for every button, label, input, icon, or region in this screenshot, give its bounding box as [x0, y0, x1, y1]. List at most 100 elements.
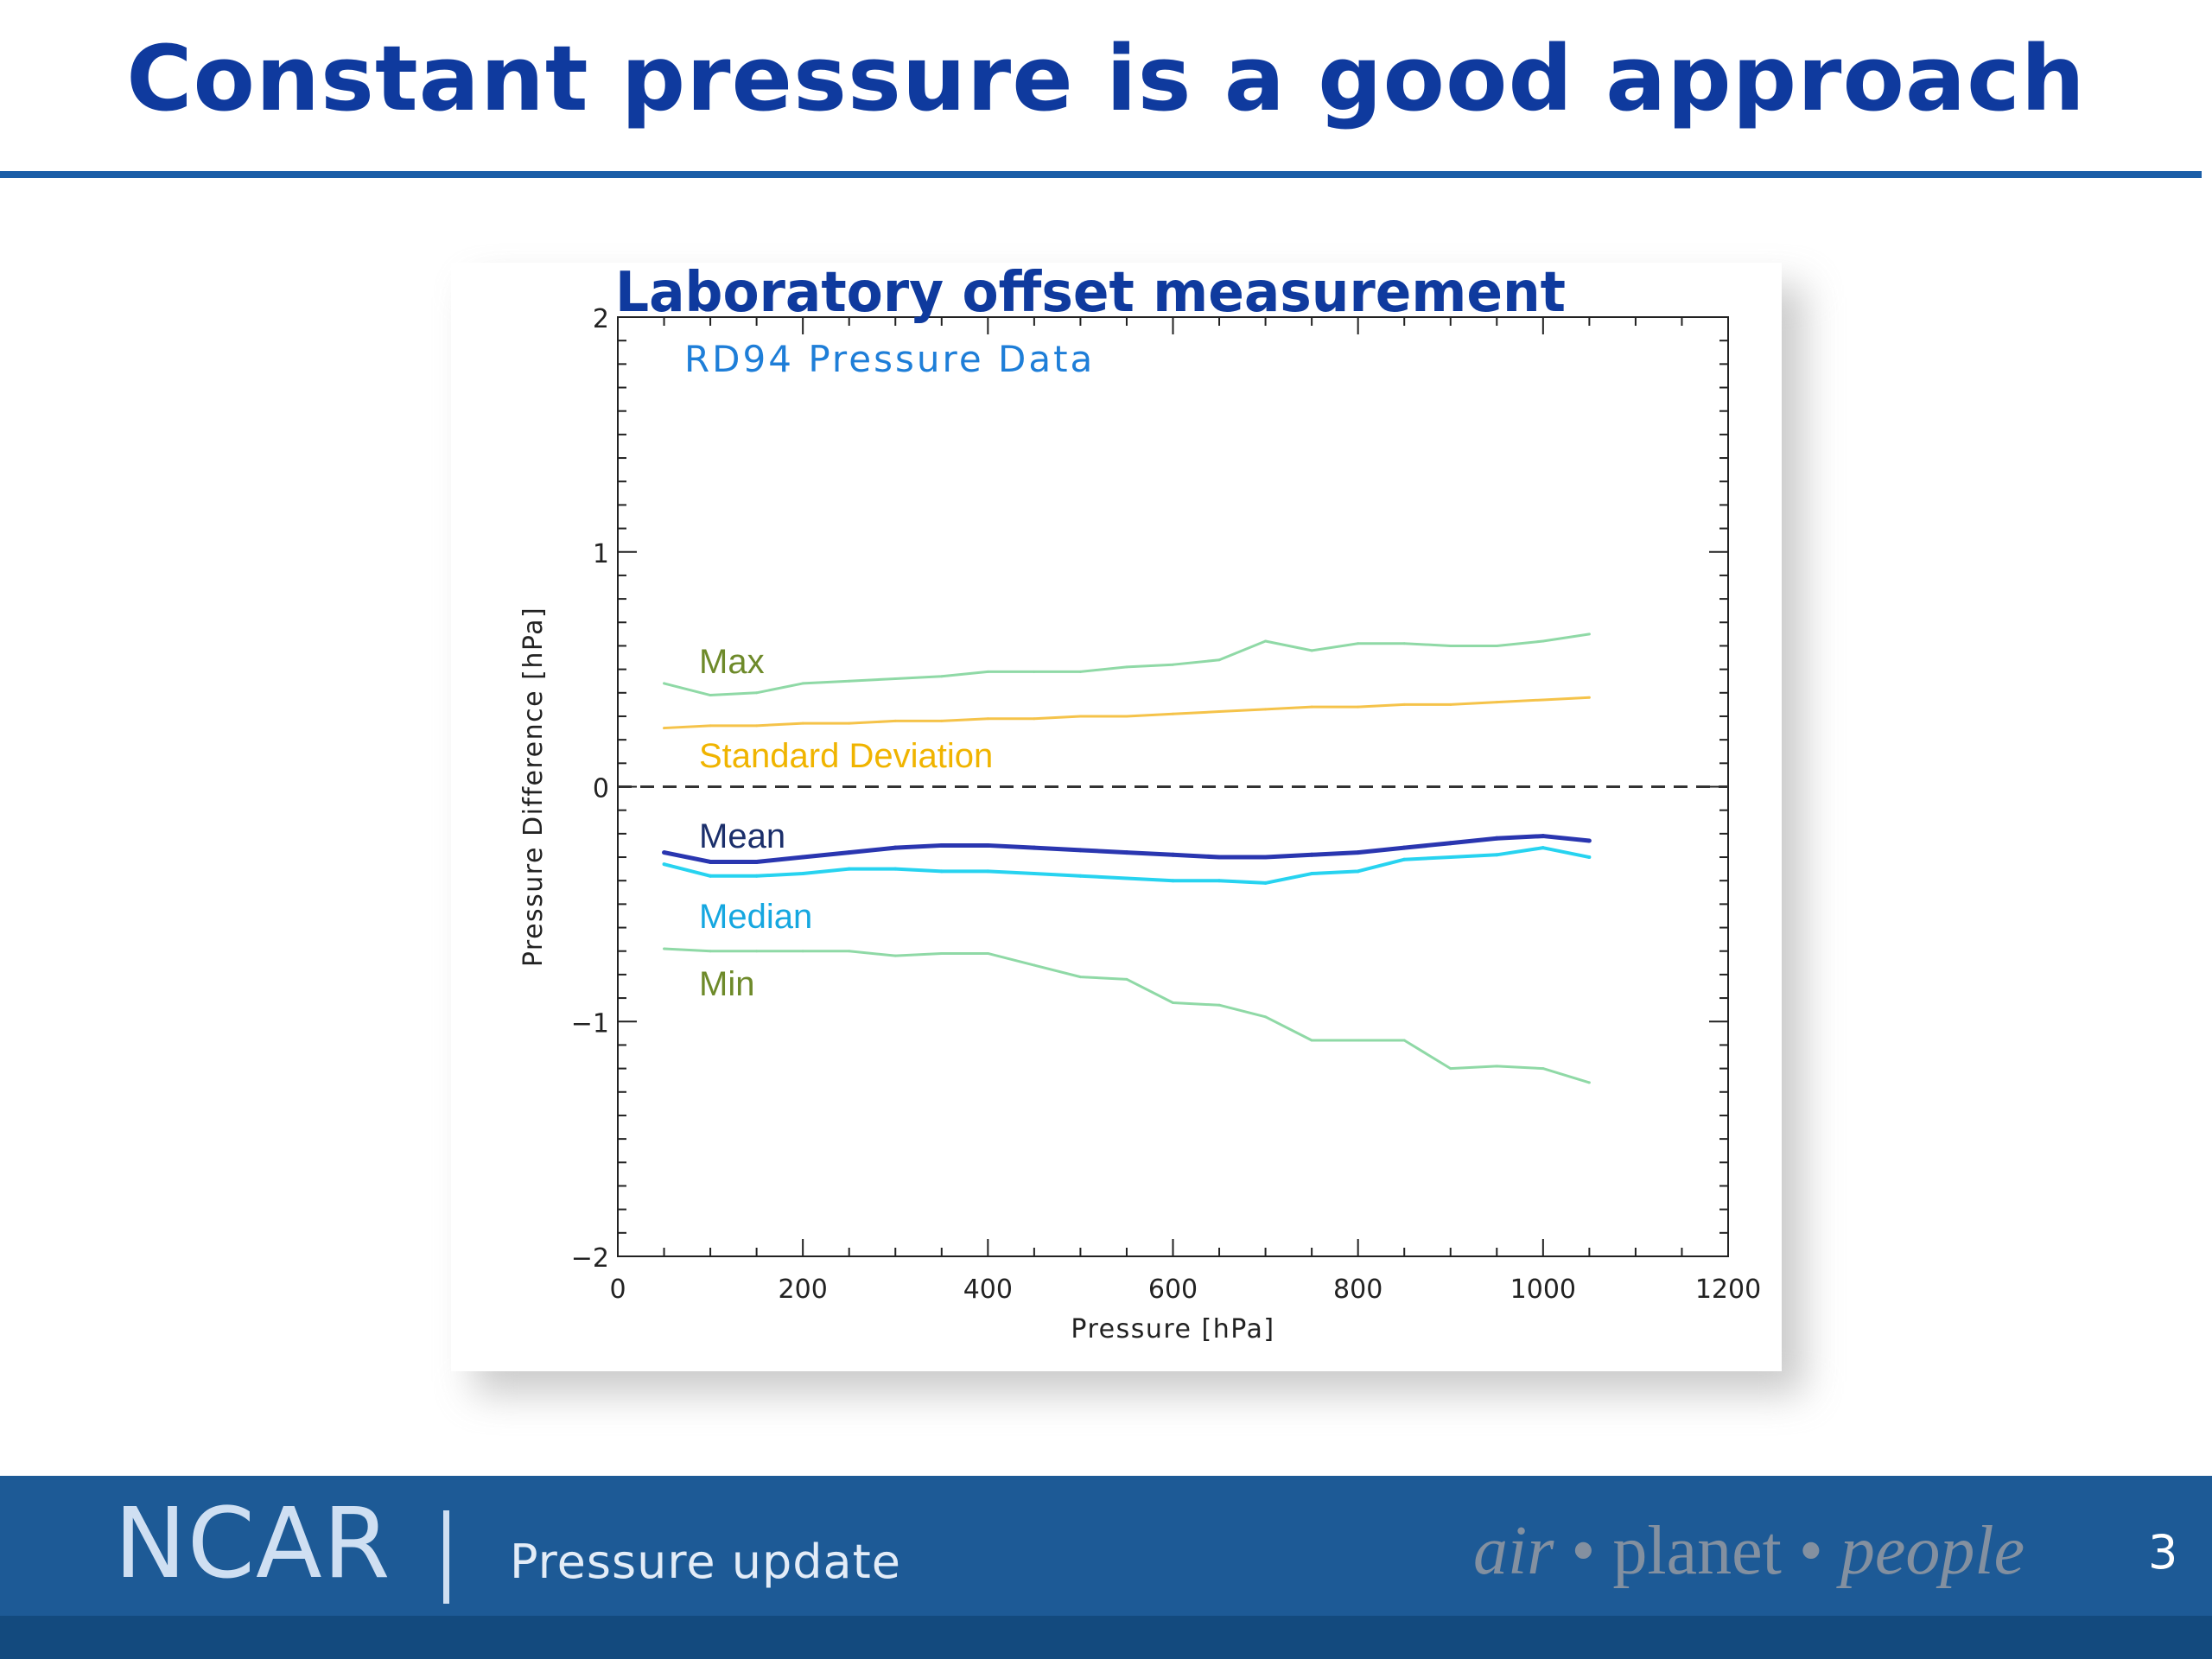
- series-label-mean: Mean: [699, 817, 785, 855]
- chart-figure: 0 200 400 600 800 1000 1200 −2 −1 0 1 2 Pressure [hP…: [451, 263, 1782, 1371]
- data-point-min: [1125, 977, 1128, 981]
- y-tick-label: 2: [593, 304, 609, 334]
- y-tick-label: −1: [571, 1008, 609, 1039]
- data-point-std: [1033, 717, 1036, 721]
- data-point-mean: [708, 859, 713, 864]
- data-point-max: [1310, 649, 1313, 652]
- data-point-mean: [847, 850, 852, 855]
- data-point-median: [1310, 872, 1314, 876]
- data-point-mean: [985, 842, 990, 848]
- data-point-min: [893, 954, 897, 957]
- data-point-mean: [1586, 838, 1592, 843]
- data-point-max: [1587, 632, 1591, 636]
- data-point-mean: [1077, 848, 1083, 853]
- chart-inner-title: RD94 Pressure Data: [684, 338, 1095, 380]
- data-point-std: [940, 719, 944, 722]
- y-tick-label: −2: [571, 1243, 609, 1274]
- data-point-max: [1402, 642, 1406, 645]
- data-point-median: [1171, 879, 1175, 883]
- data-point-max: [1078, 670, 1082, 673]
- data-point-max: [1217, 658, 1221, 662]
- data-point-std: [1357, 705, 1360, 709]
- series-line-min: [664, 947, 1590, 1084]
- data-point-mean: [1494, 836, 1499, 841]
- data-point-median: [662, 862, 666, 867]
- data-point-max: [1495, 644, 1498, 647]
- y-tick-label: 1: [593, 539, 609, 569]
- data-point-min: [1587, 1081, 1591, 1084]
- data-point-median: [939, 869, 944, 874]
- data-point-std: [1541, 698, 1545, 702]
- data-point-std: [1264, 708, 1268, 711]
- data-point-min: [755, 950, 759, 953]
- data-point-mean: [893, 845, 898, 850]
- slide-title: Constant pressure is a good approach: [126, 26, 2086, 131]
- series-line-max: [664, 632, 1590, 697]
- data-point-max: [848, 679, 851, 683]
- data-point-min: [663, 947, 666, 950]
- x-tick-label: 0: [609, 1274, 626, 1305]
- page-number: 3: [2148, 1525, 2178, 1580]
- x-tick-label: 200: [779, 1274, 828, 1305]
- data-point-mean: [1356, 850, 1361, 855]
- data-point-median: [801, 872, 805, 876]
- data-point-min: [1172, 1001, 1174, 1005]
- data-point-std: [663, 727, 666, 730]
- data-point-min: [986, 951, 989, 955]
- data-point-std: [986, 717, 989, 721]
- data-point-median: [1448, 855, 1452, 860]
- data-point-min: [1449, 1067, 1452, 1071]
- data-point-max: [1033, 670, 1036, 673]
- chart-svg: 0 200 400 600 800 1000 1200 −2 −1 0 1 2 Pressure [hP…: [518, 263, 1761, 1344]
- title-rule: [0, 171, 2202, 178]
- data-point-mean: [754, 859, 760, 864]
- data-point-median: [1032, 872, 1036, 876]
- footer-divider: [443, 1510, 449, 1604]
- data-point-mean: [800, 855, 805, 860]
- data-point-std: [1172, 712, 1174, 715]
- data-point-median: [1356, 869, 1360, 874]
- data-point-median: [893, 867, 898, 871]
- data-point-std: [1449, 702, 1452, 706]
- data-point-min: [1402, 1039, 1406, 1042]
- data-point-min: [1541, 1067, 1545, 1071]
- data-point-std: [1078, 715, 1082, 718]
- chart-overlay-title: Laboratory offset measurement: [615, 263, 1566, 325]
- data-point-mean: [1171, 852, 1175, 857]
- data-point-max: [1541, 639, 1545, 643]
- data-point-std: [801, 721, 804, 725]
- data-point-median: [1263, 880, 1268, 885]
- data-point-median: [1402, 857, 1407, 861]
- data-point-min: [1357, 1039, 1360, 1042]
- chart-text: 0 200 400 600 800 1000 1200 −2 −1 0 1 2 Pressure [hP…: [518, 263, 1761, 1344]
- data-point-median: [1124, 876, 1128, 880]
- data-point-median: [1495, 853, 1499, 857]
- data-point-max: [1125, 665, 1128, 669]
- series-label-median: Median: [699, 898, 812, 936]
- data-point-min: [940, 951, 944, 955]
- data-point-max: [1172, 663, 1174, 666]
- data-point-std: [893, 719, 897, 722]
- data-point-min: [801, 950, 804, 953]
- data-point-mean: [939, 842, 944, 848]
- x-tick-label: 400: [963, 1274, 1013, 1305]
- data-point-max: [755, 691, 759, 695]
- data-point-max: [801, 682, 804, 685]
- data-point-median: [847, 867, 851, 871]
- data-point-min: [1264, 1015, 1268, 1019]
- data-point-mean: [1032, 845, 1037, 850]
- data-point-median: [1217, 879, 1222, 883]
- data-point-median: [1078, 874, 1083, 878]
- data-point-max: [893, 677, 897, 680]
- data-point-min: [1495, 1065, 1498, 1068]
- tagline-dot: •: [1798, 1513, 1823, 1589]
- data-point-mean: [1263, 855, 1268, 860]
- data-point-median: [709, 874, 713, 878]
- data-point-std: [1495, 701, 1498, 704]
- data-point-std: [1310, 705, 1313, 709]
- data-point-max: [1449, 644, 1452, 647]
- data-point-max: [940, 675, 944, 678]
- data-point-median: [1541, 846, 1545, 850]
- data-point-max: [1264, 639, 1268, 643]
- data-point-mean: [1541, 834, 1546, 839]
